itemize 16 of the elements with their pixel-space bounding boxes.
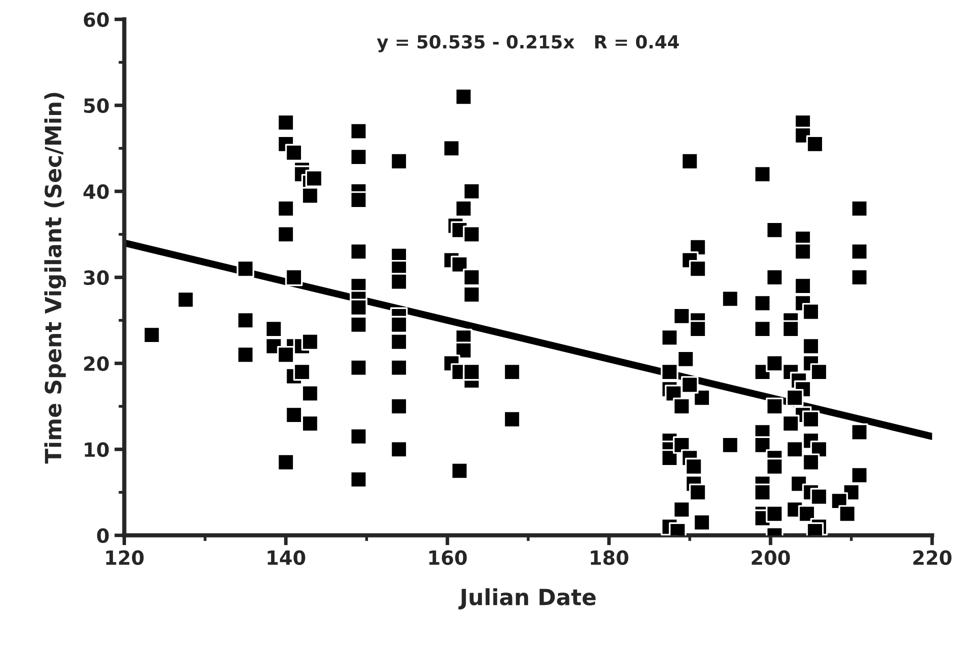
y-tick-label: 60 [84,12,109,28]
y-tick-label: 10 [84,442,109,458]
y-tick-label: 50 [84,98,109,114]
x-tick-label: 140 [268,550,306,565]
y-tick-label: 0 [97,528,109,544]
x-tick-label: 220 [913,550,952,565]
y-axis-title: Time Spent Vigilant (Sec/Min) [44,92,66,464]
x-tick-label: 200 [752,550,790,565]
y-tick-label: 40 [84,184,109,200]
x-tick-label: 120 [106,550,144,565]
x-tick-label: 180 [590,550,628,565]
x-axis-title: Julian Date [458,588,596,610]
y-tick-label: 20 [84,356,109,372]
y-tick-label: 30 [84,270,109,286]
annotation: y = 50.535 - 0.215x R = 0.44 [376,35,679,52]
x-tick-label: 160 [429,550,467,565]
